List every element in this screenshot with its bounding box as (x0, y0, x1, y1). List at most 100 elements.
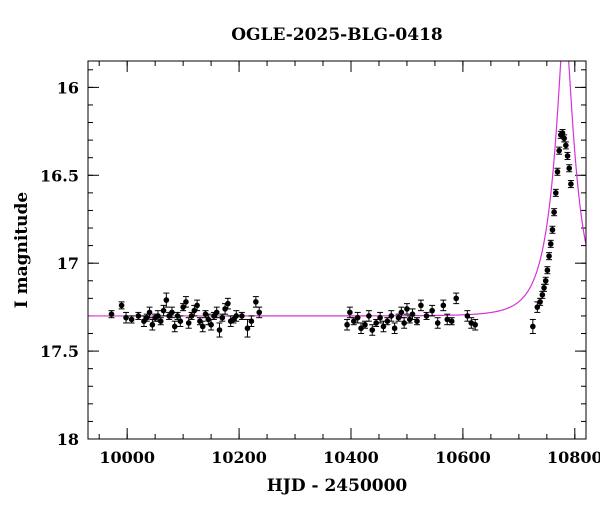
data-marker (248, 318, 255, 325)
data-point (444, 313, 451, 326)
data-point (554, 167, 561, 176)
data-marker (556, 147, 562, 154)
data-point (529, 318, 536, 335)
x-tick-label: 10200 (211, 448, 267, 467)
data-marker (539, 292, 546, 298)
data-point (177, 315, 184, 327)
major-ticks (88, 61, 586, 440)
y-axis-title: I magnitude (12, 192, 32, 309)
data-point (252, 296, 259, 308)
data-marker (434, 320, 441, 326)
data-marker (409, 311, 416, 317)
data-marker (149, 321, 156, 328)
data-point (118, 301, 125, 310)
data-marker (564, 153, 571, 159)
data-marker (169, 309, 175, 316)
data-marker (448, 318, 455, 325)
data-point (464, 310, 471, 322)
data-marker (561, 135, 567, 142)
data-marker (171, 323, 178, 330)
data-point (182, 296, 189, 308)
data-marker (160, 307, 167, 314)
data-point (248, 315, 255, 327)
data-point (567, 180, 574, 189)
data-marker (530, 323, 536, 330)
data-marker (344, 321, 350, 328)
data-point (547, 239, 554, 248)
data-point (551, 208, 558, 217)
data-point (171, 320, 178, 333)
data-point (556, 146, 563, 155)
y-tick-label: 17.5 (40, 342, 79, 361)
data-point (163, 292, 170, 308)
data-point (361, 320, 368, 329)
data-point (168, 306, 175, 319)
data-marker (541, 285, 547, 291)
data-marker (219, 314, 226, 321)
data-marker (354, 314, 361, 321)
data-point (401, 317, 408, 329)
data-point (403, 303, 410, 315)
data-marker (554, 168, 561, 175)
data-marker (568, 181, 574, 187)
data-marker (157, 318, 164, 325)
x-tick-label: 10400 (323, 448, 379, 467)
data-point (539, 290, 546, 299)
data-point (146, 306, 153, 319)
data-marker (347, 309, 353, 316)
data-marker (239, 313, 245, 319)
data-point (546, 252, 553, 261)
data-point (256, 306, 263, 319)
data-point (373, 318, 380, 327)
y-tick-label: 17 (57, 254, 79, 273)
data-marker (551, 209, 557, 215)
x-tick-label: 10000 (99, 448, 155, 467)
data-marker (177, 318, 184, 325)
data-point (199, 320, 206, 333)
data-point (409, 308, 416, 320)
data-point (233, 310, 240, 322)
data-point (417, 299, 424, 312)
data-marker (358, 325, 364, 332)
data-point (157, 317, 164, 326)
data-marker (366, 313, 372, 319)
chart-title: OGLE-2025-BLG-0418 (231, 25, 443, 45)
data-marker (185, 320, 192, 326)
data-marker (199, 323, 206, 330)
data-point (216, 322, 223, 338)
data-point (453, 292, 460, 305)
data-point (562, 141, 569, 150)
data-marker (118, 302, 125, 309)
data-marker (537, 299, 543, 305)
data-point (541, 283, 548, 292)
data-point (238, 311, 245, 320)
data-marker (163, 297, 170, 303)
data-marker (253, 299, 259, 305)
data-point (542, 276, 549, 285)
data-marker (453, 295, 459, 302)
data-point (128, 315, 135, 324)
data-point (434, 317, 441, 329)
data-point (365, 310, 372, 322)
data-point (564, 151, 571, 160)
data-marker (384, 318, 391, 325)
data-marker (362, 321, 368, 328)
data-marker (552, 190, 559, 196)
data-point (108, 310, 115, 319)
data-marker (369, 327, 376, 333)
data-marker (391, 325, 398, 332)
data-marker (256, 309, 263, 316)
data-marker (194, 302, 200, 309)
plot-frame (87, 60, 587, 440)
data-marker (418, 302, 424, 309)
y-tick-label: 16.5 (40, 166, 79, 185)
data-marker (216, 327, 223, 333)
model-curve (88, 61, 586, 317)
data-marker (398, 309, 405, 316)
x-tick-labels: 10000 10200 10400 10600 10800 (99, 448, 600, 467)
data-marker (429, 307, 435, 314)
data-marker (135, 313, 142, 319)
data-marker (566, 165, 573, 172)
data-marker (472, 321, 479, 328)
data-marker (377, 314, 383, 321)
